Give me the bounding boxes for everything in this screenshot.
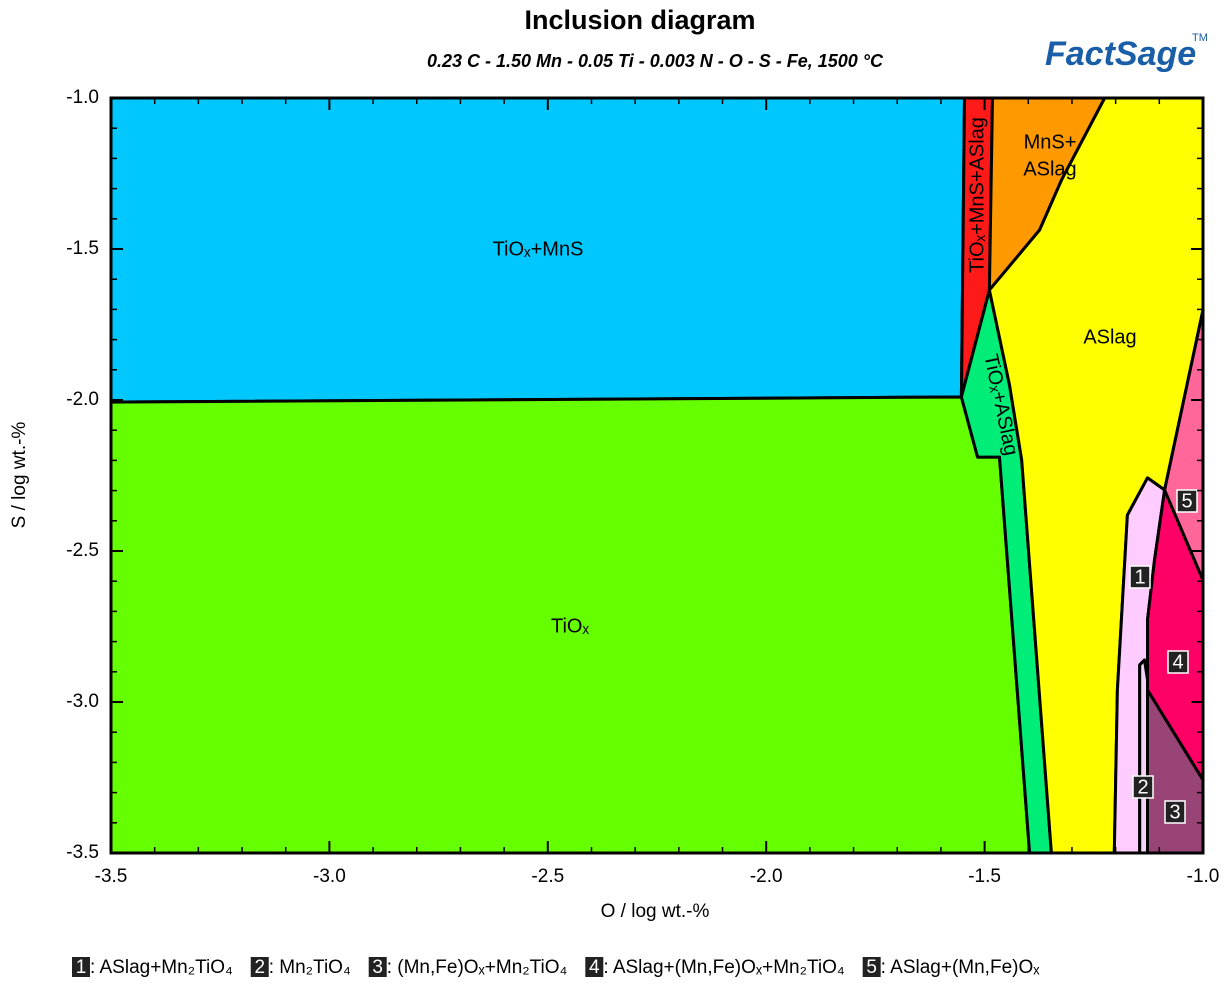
x-axis-label: O / log wt.-%: [601, 901, 710, 922]
x-tick-label: -3.0: [313, 866, 346, 887]
region-number: 2: [1137, 776, 1148, 798]
x-tick-label: -3.5: [95, 866, 128, 887]
y-axis-label: S / log wt.-%: [9, 422, 30, 529]
region-number-box: [1176, 489, 1198, 513]
plot-frame: [109, 96, 1205, 855]
logo-mark: TM: [1192, 32, 1208, 44]
chart-title: Inclusion diagram: [524, 5, 755, 35]
region-label: TiOₓ+MnS: [493, 238, 584, 260]
x-tick-label: -1.0: [1187, 866, 1220, 887]
region-number-box: [1132, 775, 1154, 799]
y-tick-label: -3.0: [66, 691, 99, 712]
legend-number: 4: [589, 957, 600, 978]
y-tick-label: -2.5: [66, 540, 99, 561]
legend-text: : Mn₂TiO₄: [269, 957, 351, 978]
logo: FactSage: [1045, 35, 1196, 73]
region-number: 1: [1134, 566, 1145, 588]
legend-text: : ASlag+(Mn,Fe)Oₓ+Mn₂TiO₄: [603, 957, 845, 978]
x-tick-label: -1.5: [968, 866, 1001, 887]
legend-box: [585, 957, 604, 977]
region-label: ASlag: [1023, 158, 1076, 180]
y-tick-label: -3.5: [66, 842, 99, 863]
legend-number: 2: [254, 957, 265, 978]
legend-number: 5: [866, 957, 877, 978]
legend-box: [862, 957, 881, 977]
region-label: TiOₓ: [551, 615, 589, 637]
region-number-box: [1164, 800, 1186, 824]
region-number-box: [1129, 565, 1151, 589]
legend-number: 3: [372, 957, 383, 978]
region-number: 4: [1172, 651, 1183, 673]
region-label: MnS+: [1024, 131, 1077, 153]
region-number: 3: [1169, 801, 1180, 823]
legend-number: 1: [76, 957, 87, 978]
region-label: TiOₓ+MnS+ASlag: [966, 117, 988, 273]
legend-box: [250, 957, 269, 977]
legend-box: [368, 957, 387, 977]
legend-box: [72, 957, 90, 977]
x-tick-label: -2.0: [750, 866, 783, 887]
y-tick-label: -1.5: [66, 238, 99, 259]
y-tick-label: -1.0: [66, 87, 99, 108]
x-tick-label: -2.5: [531, 866, 564, 887]
legend-text: : ASlag+(Mn,Fe)Oₓ: [881, 957, 1041, 978]
chart-subtitle: 0.23 C - 1.50 Mn - 0.05 Ti - 0.003 N - O…: [427, 51, 884, 71]
legend-text: : ASlag+Mn₂TiO₄: [90, 957, 233, 978]
region-label: ASlag: [1083, 326, 1136, 348]
y-tick-label: -2.0: [66, 389, 99, 410]
region-number: 5: [1181, 490, 1192, 512]
legend-text: : (Mn,Fe)Oₓ+Mn₂TiO₄: [387, 957, 568, 978]
region-number-box: [1167, 650, 1189, 674]
